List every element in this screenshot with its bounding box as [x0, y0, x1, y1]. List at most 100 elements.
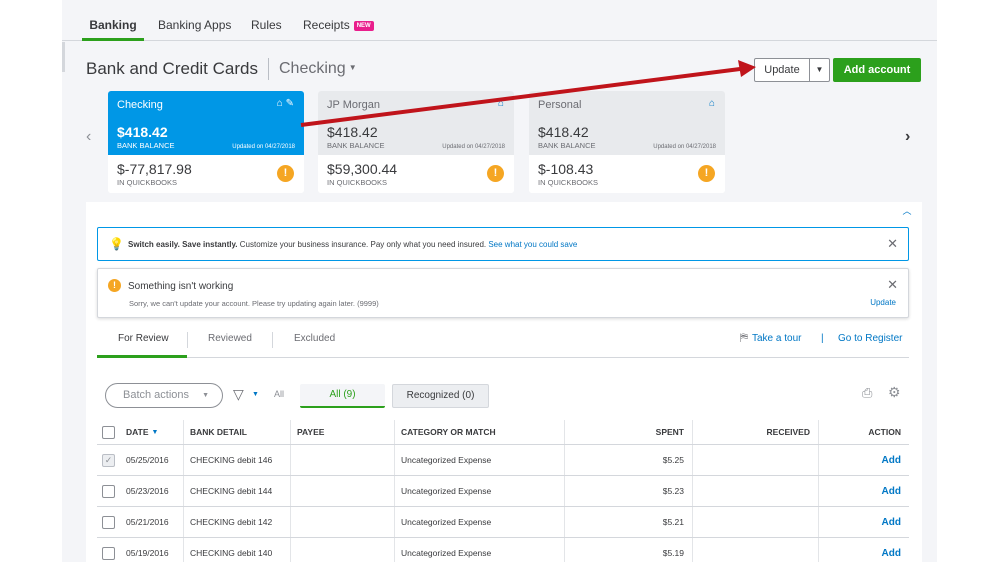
column-header-bank-detail[interactable]: BANK DETAIL	[184, 420, 291, 444]
row-checkbox[interactable]: ✓	[102, 453, 115, 467]
row-select-cell	[97, 538, 120, 562]
updated-date: Updated on 04/27/2018	[653, 144, 716, 150]
tab-rules[interactable]: Rules	[251, 0, 282, 41]
subtab-divider	[187, 332, 188, 348]
batch-actions-label: Batch actions	[123, 389, 190, 401]
payee-cell[interactable]	[291, 538, 395, 562]
warning-icon[interactable]: !	[277, 165, 294, 182]
error-update-link[interactable]: Update	[870, 298, 896, 307]
table-row[interactable]: 05/23/2016 CHECKING debit 144 Uncategori…	[97, 476, 909, 507]
column-header-received[interactable]: RECEIVED	[693, 420, 819, 444]
account-card-personal[interactable]: Personal ⌂ $418.42 BANK BALANCE Updated …	[529, 91, 725, 193]
caret-down-icon[interactable]: ▼	[252, 391, 259, 398]
column-header-payee[interactable]: PAYEE	[291, 420, 395, 444]
add-account-button[interactable]: Add account	[833, 58, 921, 82]
print-icon[interactable]: ⎙	[862, 385, 873, 400]
bank-balance-label: BANK BALANCE	[327, 141, 385, 150]
category-cell[interactable]: Uncategorized Expense	[395, 445, 565, 475]
bank-icon: ⌂	[708, 98, 715, 109]
top-tab-bar: Banking Banking Apps Rules Receipts NEW	[62, 0, 937, 41]
take-a-tour-link[interactable]: ⛿ Take a tour	[740, 332, 801, 345]
edit-pencil-icon[interactable]: ✎	[285, 98, 294, 109]
tab-rules-label: Rules	[251, 18, 282, 32]
spent-cell: $5.23	[565, 476, 693, 506]
info-banner-body: Customize your business insurance. Pay o…	[237, 240, 489, 249]
account-card-checking[interactable]: Checking ⌂ ✎ $418.42 BANK BALANCE Update…	[108, 91, 304, 193]
received-cell	[693, 538, 819, 562]
see-savings-link[interactable]: See what you could save	[488, 240, 578, 249]
date-cell: 05/21/2016	[120, 507, 184, 537]
table-row[interactable]: 05/21/2016 CHECKING debit 142 Uncategori…	[97, 507, 909, 538]
all-transactions-pill[interactable]: All (9)	[300, 384, 385, 408]
collapse-chevron-up-icon[interactable]: ︿	[898, 204, 916, 218]
row-checkbox[interactable]	[102, 546, 115, 560]
left-gutter	[0, 0, 62, 562]
tab-banking-apps[interactable]: Banking Apps	[158, 0, 231, 41]
tab-banking[interactable]: Banking	[82, 0, 144, 41]
account-card-jp-morgan[interactable]: JP Morgan ⌂ $418.42 BANK BALANCE Updated…	[318, 91, 514, 193]
action-cell: Add	[819, 507, 909, 537]
tab-receipts[interactable]: Receipts NEW	[303, 0, 374, 41]
bank-balance-amount: $418.42	[538, 124, 589, 140]
row-checkbox[interactable]	[102, 484, 115, 498]
recognized-pill[interactable]: Recognized (0)	[392, 384, 489, 408]
add-link[interactable]: Add	[881, 454, 901, 466]
updated-date: Updated on 04/27/2018	[442, 144, 505, 150]
update-button[interactable]: Update	[754, 58, 810, 82]
action-cell: Add	[819, 445, 909, 475]
action-cell: Add	[819, 538, 909, 562]
filter-all-label: All	[274, 389, 285, 399]
carousel-prev-icon[interactable]: ‹	[86, 128, 92, 145]
tab-for-review[interactable]: For Review	[118, 333, 169, 344]
add-link[interactable]: Add	[881, 547, 901, 559]
bank-detail-cell: CHECKING debit 144	[184, 476, 291, 506]
caret-down-icon: ▼	[348, 63, 357, 72]
caret-down-icon: ▼	[202, 392, 209, 399]
row-checkbox[interactable]	[102, 515, 115, 529]
quickbooks-balance-amount: $-108.43	[538, 161, 594, 177]
add-link[interactable]: Add	[881, 485, 901, 497]
info-banner-bold: Switch easily. Save instantly.	[128, 240, 238, 249]
column-header-date[interactable]: DATE ▼	[120, 420, 184, 444]
tab-banking-apps-label: Banking Apps	[158, 18, 232, 32]
subtabs-baseline	[97, 357, 909, 358]
warning-icon[interactable]: !	[487, 165, 504, 182]
close-icon[interactable]: ✕	[887, 236, 898, 251]
column-header-spent[interactable]: SPENT	[565, 420, 693, 444]
tab-reviewed[interactable]: Reviewed	[208, 333, 252, 344]
warning-icon[interactable]: !	[698, 165, 715, 182]
payee-cell[interactable]	[291, 445, 395, 475]
category-cell[interactable]: Uncategorized Expense	[395, 538, 565, 562]
add-link[interactable]: Add	[881, 516, 901, 528]
table-row[interactable]: 05/19/2016 CHECKING debit 140 Uncategori…	[97, 538, 909, 562]
payee-cell[interactable]	[291, 476, 395, 506]
table-row[interactable]: ✓ 05/25/2016 CHECKING debit 146 Uncatego…	[97, 445, 909, 476]
select-all-checkbox[interactable]	[102, 425, 115, 439]
quickbooks-balance-label: IN QUICKBOOKS	[117, 178, 178, 187]
row-select-cell: ✓	[97, 445, 120, 475]
table-header-row: DATE ▼ BANK DETAIL PAYEE CATEGORY OR MATC…	[97, 420, 909, 445]
card-bank-section: JP Morgan ⌂ $418.42 BANK BALANCE Updated…	[318, 91, 514, 155]
quickbooks-balance-label: IN QUICKBOOKS	[538, 178, 599, 187]
lightbulb-icon: 💡	[109, 237, 124, 251]
go-to-register-link[interactable]: Go to Register	[838, 333, 903, 344]
filter-funnel-icon[interactable]: ▽	[233, 386, 244, 402]
account-selector[interactable]: Checking ▼	[279, 60, 357, 78]
category-cell[interactable]: Uncategorized Expense	[395, 476, 565, 506]
tab-excluded[interactable]: Excluded	[294, 333, 336, 344]
gear-icon[interactable]: ⚙	[888, 384, 901, 400]
close-icon[interactable]: ✕	[887, 277, 898, 292]
bank-icon: ⌂	[276, 98, 283, 109]
payee-cell[interactable]	[291, 507, 395, 537]
info-banner-text: Switch easily. Save instantly. Customize…	[128, 240, 577, 249]
caret-down-icon: ▼	[815, 65, 824, 74]
bank-detail-cell: CHECKING debit 146	[184, 445, 291, 475]
column-header-category[interactable]: CATEGORY OR MATCH	[395, 420, 565, 444]
left-accent-bar	[62, 42, 65, 72]
carousel-next-icon[interactable]: ›	[905, 128, 911, 145]
date-cell: 05/23/2016	[120, 476, 184, 506]
update-dropdown-button[interactable]: ▼	[810, 58, 830, 82]
batch-actions-dropdown[interactable]: Batch actions ▼	[105, 383, 223, 408]
row-select-cell	[97, 507, 120, 537]
category-cell[interactable]: Uncategorized Expense	[395, 507, 565, 537]
